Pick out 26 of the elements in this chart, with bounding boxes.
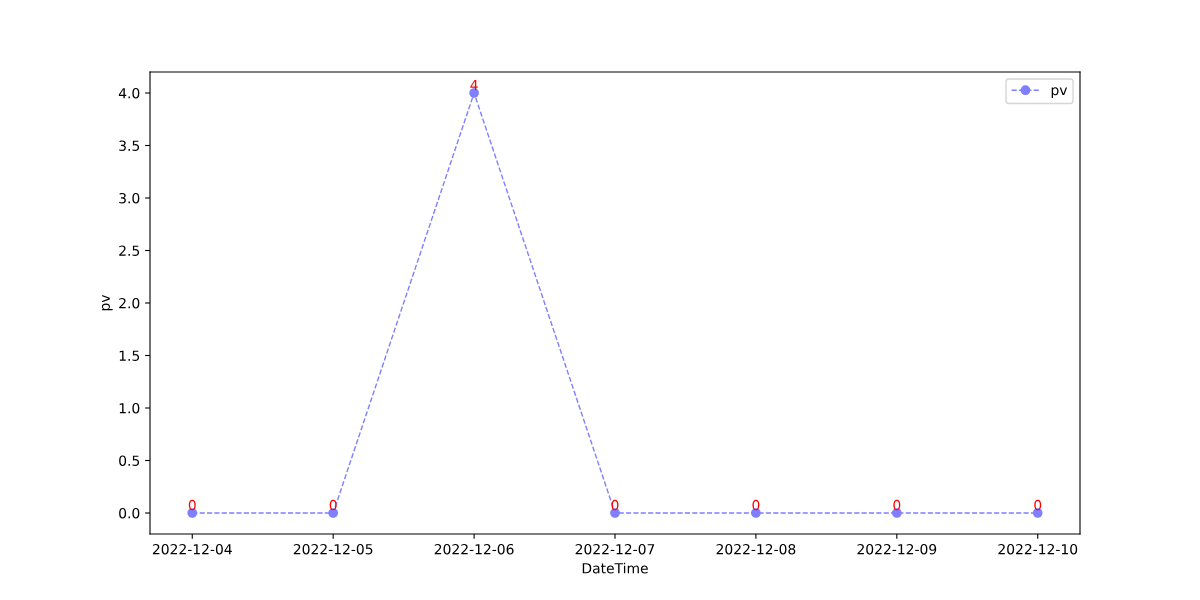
y-tick-label: 3.0 — [119, 192, 140, 204]
y-tick-label: 4.0 — [118, 87, 140, 99]
y-tick-label: 3.5 — [119, 140, 140, 151]
data-label: 0 — [329, 499, 337, 511]
x-tick-label: 2022-12-06 — [434, 543, 514, 555]
x-tick-label: 2022-12-10 — [998, 543, 1078, 555]
data-label: 4 — [470, 79, 478, 91]
legend-label: pv — [1051, 87, 1068, 98]
y-tick-label: 0.5 — [119, 455, 140, 466]
data-label: 0 — [611, 499, 619, 511]
x-tick-label: 2022-12-08 — [716, 543, 796, 555]
data-label: 0 — [893, 499, 901, 511]
data-label: 0 — [188, 499, 196, 511]
x-tick-label: 2022-12-07 — [575, 543, 655, 555]
y-tick-label: 1.0 — [119, 402, 140, 414]
y-tick-label: 0.0 — [119, 507, 140, 519]
y-axis-title: pv — [101, 294, 113, 311]
x-tick-label: 2022-12-09 — [857, 543, 937, 555]
y-tick-label: 1.5 — [119, 350, 140, 361]
data-label: 0 — [1034, 499, 1042, 511]
x-tick-label: 2022-12-04 — [152, 543, 232, 555]
x-tick-label: 2022-12-05 — [293, 543, 373, 555]
y-tick-label: 2.5 — [119, 245, 140, 256]
y-tick-label: 2.0 — [119, 297, 140, 309]
data-label: 0 — [752, 499, 760, 511]
x-axis-title: DateTime — [582, 562, 648, 574]
